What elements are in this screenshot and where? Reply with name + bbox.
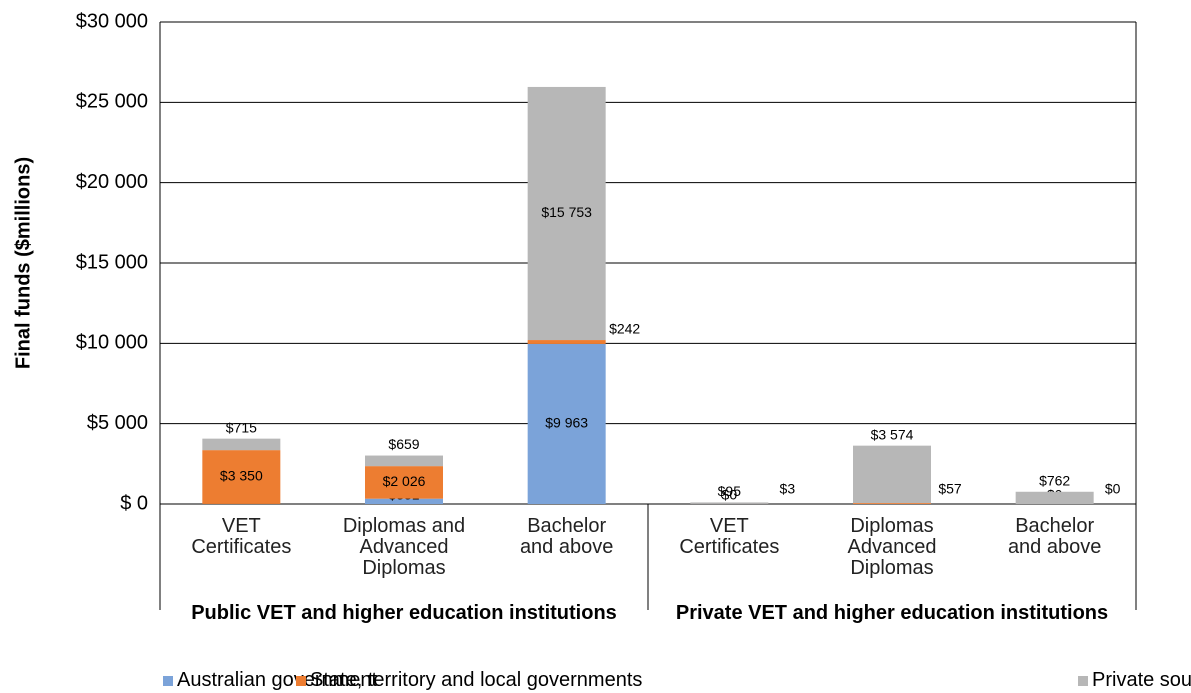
y-tick-label: $30 000 (76, 10, 148, 32)
data-label: $0 (1105, 481, 1121, 497)
y-tick-label: $20 000 (76, 171, 148, 193)
y-axis-title: Final funds ($millions) (12, 157, 34, 369)
data-label: $95 (718, 483, 742, 499)
data-label: $15 753 (541, 204, 592, 220)
x-tick-label: Diplomas and Advanced Diplomas (342, 515, 466, 579)
legend-label: State, territory and local governments (310, 669, 643, 691)
legend-item: State, territory and local governments (296, 669, 642, 692)
data-label: $3 (780, 481, 796, 497)
data-label: $2 026 (383, 473, 426, 489)
group-label: Private VET and higher education institu… (675, 602, 1109, 624)
y-tick-label: $15 000 (76, 251, 148, 273)
bar-segment (1015, 491, 1094, 504)
data-label: $715 (226, 419, 257, 435)
bar-segment (527, 340, 606, 344)
y-tick-label: $5 000 (87, 412, 148, 434)
bar-segment (690, 502, 769, 504)
data-label: $57 (938, 481, 962, 497)
data-label: $659 (388, 436, 419, 452)
legend-item: Private sources (1078, 669, 1191, 692)
x-tick-label: Diplomas Advanced Diplomas (847, 515, 937, 579)
data-label: $9 963 (545, 415, 588, 431)
bar-segment (527, 86, 606, 341)
x-tick-label: Bachelor and above (1007, 515, 1102, 558)
y-tick-label: $25 000 (76, 91, 148, 113)
x-tick-label: VET Certificates (191, 515, 292, 558)
bar-segment (527, 343, 606, 504)
legend-item: Australian government (163, 669, 377, 692)
bar-segment (365, 455, 443, 467)
y-tick-label: $10 000 (76, 332, 148, 354)
bar-segment (853, 445, 931, 504)
x-tick-label: Bachelor and above (519, 515, 614, 558)
legend-label: Private sources (1092, 669, 1191, 691)
bar-segment (202, 450, 281, 504)
bar-segment (365, 498, 443, 504)
bar-segment (202, 438, 281, 451)
legend-swatch (163, 676, 173, 686)
bar-segment (365, 466, 443, 499)
legend-swatch (296, 676, 306, 686)
legend-label: Australian government (177, 669, 378, 691)
data-label: $0 (722, 487, 738, 503)
y-tick-label: $ 0 (120, 492, 148, 514)
legend-swatch (1078, 676, 1088, 686)
group-label: Public VET and higher education institut… (191, 602, 617, 624)
data-label: $242 (609, 321, 640, 337)
data-label: $762 (1039, 472, 1070, 488)
bar-segment (853, 503, 931, 504)
data-label: $3 350 (220, 468, 263, 484)
x-tick-label: VET Certificates (679, 515, 780, 558)
data-label: $3 574 (871, 426, 914, 442)
